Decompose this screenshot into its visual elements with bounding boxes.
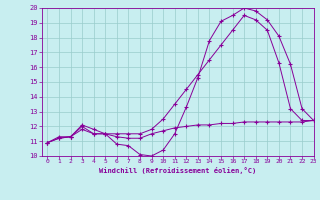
X-axis label: Windchill (Refroidissement éolien,°C): Windchill (Refroidissement éolien,°C): [99, 167, 256, 174]
